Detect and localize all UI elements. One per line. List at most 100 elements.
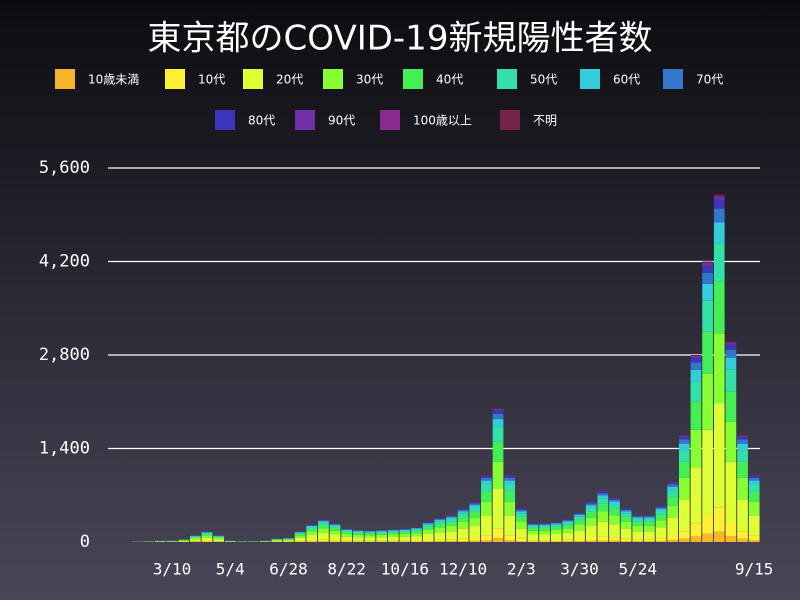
bar-segment: [597, 491, 609, 494]
y-tick-label: 4,200: [39, 252, 90, 272]
bar-segment: [609, 498, 620, 500]
bar-segment: [667, 484, 679, 487]
bar-segment: [411, 529, 422, 531]
bar-segment: [655, 527, 667, 539]
bar-segment: [364, 537, 376, 541]
bar-segment: [585, 507, 597, 512]
bar-segment: [574, 513, 585, 516]
bar-segment: [690, 355, 702, 356]
bar-segment: [644, 515, 655, 517]
bar-segment: [737, 436, 748, 440]
bar-segment: [609, 540, 620, 542]
bar-segment: [550, 526, 562, 530]
bar-segment: [620, 509, 632, 510]
bar-segment: [550, 522, 562, 524]
legend-label: 60代: [613, 73, 640, 87]
bar-segment: [481, 480, 492, 485]
bar-segment: [446, 516, 457, 518]
bar-segment: [492, 461, 504, 489]
bar-segment: [515, 511, 527, 514]
bar-segment: [178, 540, 190, 541]
bar-segment: [469, 505, 481, 508]
bar-segment: [457, 540, 469, 542]
x-tick-label: 10/16: [381, 560, 429, 579]
legend-swatch: [243, 69, 263, 89]
bar-segment: [725, 461, 737, 522]
bar-segment: [515, 509, 527, 510]
bar-segment: [620, 509, 632, 512]
x-tick-label: 2/3: [507, 560, 536, 579]
x-tick-label: 8/22: [327, 560, 366, 579]
bar-segment: [655, 511, 667, 515]
bar-segment: [527, 534, 539, 541]
bar-segment: [306, 525, 318, 526]
bar-segment: [306, 540, 318, 542]
bar-segment: [481, 477, 492, 481]
bar-segment: [352, 537, 364, 541]
bar-segment: [585, 525, 597, 538]
legend-swatch: [403, 69, 423, 89]
bar-segment: [399, 531, 411, 534]
bar-segment: [632, 525, 644, 532]
bar-segment: [725, 349, 737, 358]
bar-segment: [609, 515, 620, 525]
bar-segment: [457, 528, 469, 539]
bar-segment: [469, 503, 481, 506]
bar-segment: [527, 525, 539, 528]
bar-segment: [737, 450, 748, 462]
bar-segment: [504, 475, 516, 477]
bar-segment: [434, 532, 446, 540]
x-tick-label: 3/30: [560, 560, 599, 579]
bar-segment: [515, 540, 527, 542]
bar-segment: [376, 531, 387, 533]
bar-segment: [469, 517, 481, 526]
bar-segment: [318, 539, 329, 542]
bar-segment: [737, 477, 748, 500]
bar-segment: [481, 475, 492, 477]
bar-segment: [446, 531, 457, 540]
bar-segment: [655, 540, 667, 542]
bar-segment: [748, 515, 760, 536]
bar-segment: [667, 486, 679, 491]
bar-segment: [434, 523, 446, 528]
legend-label: 70代: [696, 73, 723, 87]
bar-segment: [504, 535, 516, 540]
bar-segment: [387, 540, 399, 542]
bar-segment: [318, 521, 329, 523]
bar-segment: [387, 532, 399, 535]
bar-segment: [318, 520, 329, 522]
bar-segment: [713, 281, 725, 334]
bar-segment: [597, 536, 609, 541]
bar-segment: [504, 484, 516, 492]
bar-segment: [690, 523, 702, 537]
legend-label: 30代: [356, 73, 383, 87]
bar-segment: [376, 532, 387, 535]
bar-segment: [644, 531, 655, 540]
bar-segment: [539, 524, 550, 526]
bar-segment: [609, 537, 620, 541]
bar-segment: [550, 523, 562, 525]
bar-segment: [748, 501, 760, 516]
bar-segment: [294, 537, 306, 541]
bar-segment: [201, 532, 213, 533]
bar-segment: [352, 532, 364, 535]
bar-segment: [446, 515, 457, 517]
bar-segment: [632, 517, 644, 520]
bar-segment: [318, 532, 329, 540]
bar-segment: [492, 537, 504, 542]
bar-segment: [457, 516, 469, 522]
bar-segment: [481, 484, 492, 492]
y-tick-label: 5,600: [39, 158, 90, 178]
bar-segment: [597, 491, 609, 492]
bar-segment: [422, 541, 434, 542]
bar-segment: [364, 532, 376, 534]
bar-segment: [609, 501, 620, 505]
bar-segment: [422, 539, 434, 542]
bar-segment: [737, 435, 748, 437]
bar-segment: [574, 519, 585, 525]
bar-segment: [562, 524, 574, 529]
bar-segment: [469, 537, 481, 541]
bar-segment: [620, 528, 632, 539]
legend-swatch: [497, 69, 517, 89]
